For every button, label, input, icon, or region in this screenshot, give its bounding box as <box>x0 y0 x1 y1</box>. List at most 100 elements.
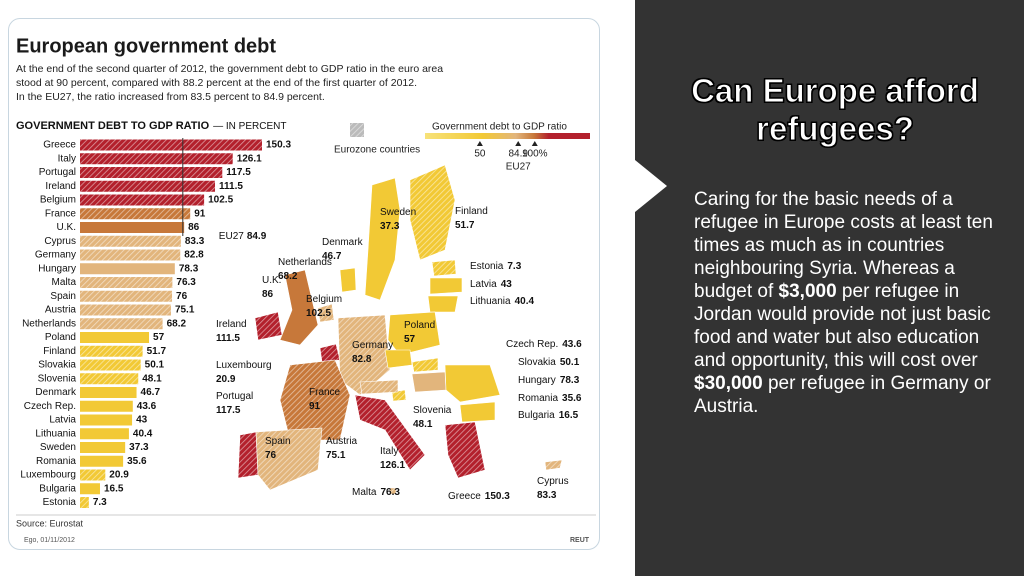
chart: European government debt At the end of t… <box>16 35 596 544</box>
reference-name: EU27 <box>219 231 244 242</box>
bar <box>80 318 163 330</box>
map-label-name: Poland <box>404 320 435 331</box>
map-label-value: 20.9 <box>216 374 236 385</box>
map-label-name: Austria <box>326 436 358 447</box>
value-label: 78.3 <box>179 263 199 274</box>
reference-label: EU27 84.9 <box>219 231 267 242</box>
map-country <box>411 357 439 373</box>
map-country <box>444 364 501 403</box>
map-label: Luxembourg 20.9 <box>216 360 272 385</box>
hatch-label: Eurozone countries <box>334 145 420 156</box>
bar <box>80 400 133 412</box>
map-label-name: France <box>309 387 341 398</box>
map-label-value: 48.1 <box>413 419 433 430</box>
bar <box>80 167 223 178</box>
map-label-value: 57 <box>404 334 416 345</box>
bar <box>80 332 150 343</box>
map-country <box>354 394 426 471</box>
value-label: 7.3 <box>93 497 107 508</box>
map-country <box>319 343 341 363</box>
axis-label: GOVERNMENT DEBT TO GDP RATIO — IN PERCENT <box>16 120 286 132</box>
map-label: Slovakia 50.1 <box>518 357 580 368</box>
map-label: Portugal 117.5 <box>216 391 253 416</box>
value-label: 75.1 <box>175 305 195 316</box>
body-text: per refugee in Jordan would provide not … <box>694 281 991 371</box>
map-label-name: Italy <box>380 446 398 457</box>
legend-tick-label: 84.9 <box>508 149 528 160</box>
map-label: Greece 150.3 <box>448 491 510 502</box>
subtitle: At the end of the second quarter of 2012… <box>16 63 443 75</box>
map-label: Bulgaria 16.5 <box>518 410 579 421</box>
map-label: Poland 57 <box>404 320 435 345</box>
map-label-value: 43.6 <box>562 339 582 350</box>
chart-title: European government debt <box>16 35 276 57</box>
map-country <box>237 431 259 479</box>
bar <box>80 373 139 385</box>
value-label: 102.5 <box>208 195 233 206</box>
bar <box>80 483 100 495</box>
y-tick-label: Malta <box>52 277 77 288</box>
bar <box>80 277 173 288</box>
map-label-value: 75.1 <box>326 450 346 461</box>
map-country <box>427 295 459 313</box>
map-label-value: 68.2 <box>278 271 298 282</box>
map-label-name: Bulgaria <box>518 410 555 421</box>
body-text: Caring for the basic needs of a refugee … <box>694 189 993 302</box>
y-tick-label: Romania <box>36 456 76 467</box>
value-label: 35.6 <box>127 456 147 467</box>
body-bold: $30,000 <box>694 373 763 394</box>
map-label-value: 126.1 <box>380 460 405 471</box>
map-country <box>544 459 563 471</box>
y-tick-label: Sweden <box>40 442 76 453</box>
y-tick-label: Slovenia <box>38 373 77 384</box>
y-tick-label: Greece <box>43 140 76 151</box>
map-country <box>431 259 457 277</box>
bar <box>80 153 233 165</box>
map-label-value: 150.3 <box>485 491 510 502</box>
map-country <box>389 487 397 495</box>
bar <box>80 263 175 275</box>
y-tick-label: Austria <box>45 305 77 316</box>
value-label: 37.3 <box>129 442 149 453</box>
map-label-name: Romania <box>518 393 558 404</box>
map-label: Italy 126.1 <box>380 446 405 471</box>
map-label-name: Netherlands <box>278 257 332 268</box>
legend-tick-label: 50 <box>474 149 486 160</box>
slide-body: Caring for the basic needs of a refugee … <box>694 188 994 418</box>
y-tick-label: Bulgaria <box>39 483 76 494</box>
map-label: Malta 76.3 <box>352 487 400 498</box>
y-tick-label: Ireland <box>45 181 76 192</box>
map-country <box>391 389 407 402</box>
subtitle: stood at 90 percent, compared with 88.2 … <box>16 77 417 89</box>
map-label: Ireland 111.5 <box>216 319 247 344</box>
map-label-name: Finland <box>455 206 488 217</box>
map-label: Slovenia 48.1 <box>413 405 452 430</box>
value-label: 111.5 <box>219 181 243 192</box>
y-tick-label: Cyprus <box>44 236 76 247</box>
value-label: 83.3 <box>185 236 205 247</box>
reference-value: 84.9 <box>247 231 267 242</box>
credit: Ego, 01/11/2012 <box>24 537 75 544</box>
y-tick-label: France <box>45 208 77 219</box>
map-label: Austria 75.1 <box>326 436 358 461</box>
value-label: 51.7 <box>147 346 167 357</box>
map-country <box>279 269 319 346</box>
legend-scale <box>425 133 590 139</box>
map-label-name: Ireland <box>216 319 247 330</box>
legend-tick-label: 100% <box>522 149 548 160</box>
map-label-name: Greece <box>448 491 481 502</box>
value-label: 126.1 <box>237 153 262 164</box>
bar <box>80 235 181 247</box>
value-label: 48.1 <box>142 373 162 384</box>
axis-unit: — IN PERCENT <box>213 121 286 132</box>
map-label: Spain 76 <box>265 436 291 461</box>
value-label: 43 <box>136 415 148 426</box>
map-label: France 91 <box>309 387 341 412</box>
map-label-value: 43 <box>501 279 513 290</box>
bar <box>80 428 129 440</box>
map-label-name: Portugal <box>216 391 253 402</box>
map-label: Denmark 46.7 <box>322 237 364 262</box>
y-tick-label: Netherlands <box>22 318 76 329</box>
agency: REUT <box>570 537 590 544</box>
